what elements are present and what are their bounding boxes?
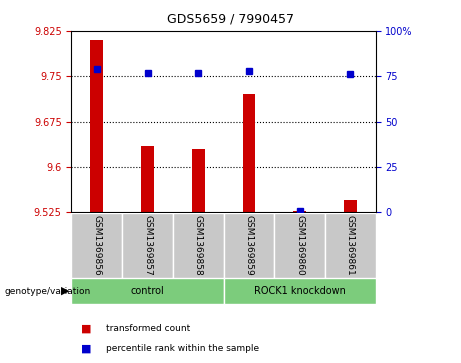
Bar	[344, 200, 357, 212]
Text: ▶: ▶	[61, 286, 69, 296]
Text: percentile rank within the sample: percentile rank within the sample	[106, 344, 259, 353]
Text: GSM1369861: GSM1369861	[346, 215, 355, 276]
Text: GSM1369856: GSM1369856	[92, 215, 101, 276]
Text: transformed count: transformed count	[106, 324, 190, 333]
Text: control: control	[130, 286, 165, 296]
Bar	[224, 213, 274, 278]
Text: genotype/variation: genotype/variation	[5, 287, 91, 295]
Bar	[122, 213, 173, 278]
Bar	[224, 278, 376, 304]
Bar	[71, 278, 224, 304]
Bar	[141, 146, 154, 212]
Bar	[90, 40, 103, 212]
Text: ROCK1 knockdown: ROCK1 knockdown	[254, 286, 346, 296]
Text: GDS5659 / 7990457: GDS5659 / 7990457	[167, 13, 294, 26]
Bar	[173, 213, 224, 278]
Text: ■: ■	[81, 323, 91, 334]
Bar	[242, 94, 255, 212]
Bar	[71, 213, 122, 278]
Bar	[293, 211, 306, 212]
Text: ■: ■	[81, 343, 91, 354]
Text: GSM1369857: GSM1369857	[143, 215, 152, 276]
Bar	[274, 213, 325, 278]
Text: GSM1369860: GSM1369860	[295, 215, 304, 276]
Text: GSM1369859: GSM1369859	[244, 215, 254, 276]
Bar	[325, 213, 376, 278]
Bar	[192, 149, 205, 212]
Text: GSM1369858: GSM1369858	[194, 215, 203, 276]
